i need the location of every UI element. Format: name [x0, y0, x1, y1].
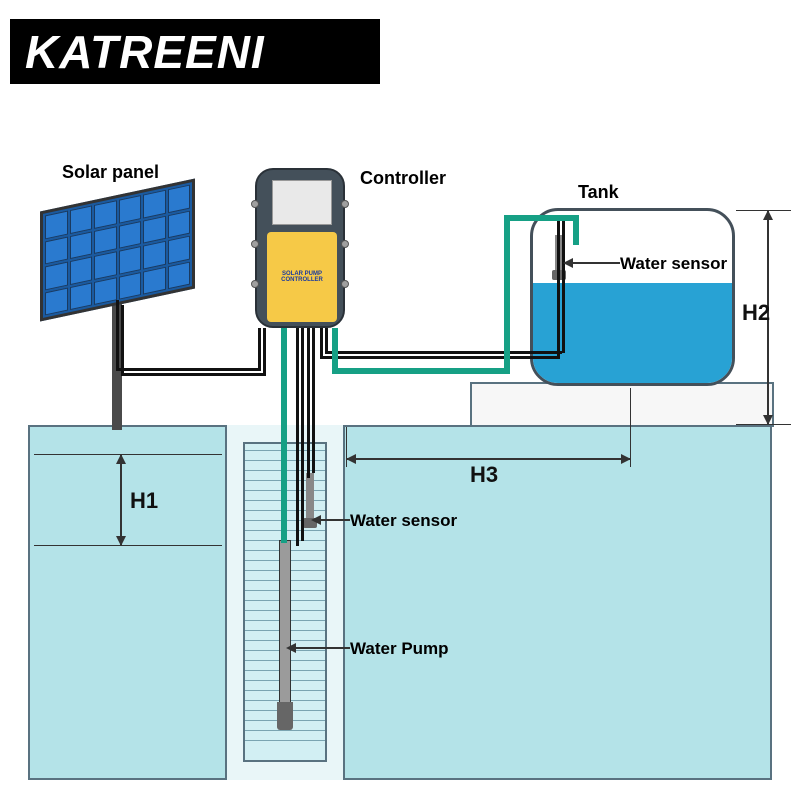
arrow-icon: [763, 210, 773, 220]
dim-h2-label: H2: [742, 300, 770, 326]
wire-well-sensor: [312, 328, 315, 473]
pipe-main: [504, 215, 579, 221]
label-tank: Tank: [578, 182, 619, 203]
wire-solar: [263, 328, 266, 376]
dim-h1-bot: [34, 545, 222, 546]
pump-cap: [277, 702, 293, 730]
wire-tank-sensor: [557, 220, 560, 358]
wire-tank-sensor: [320, 328, 323, 358]
label-solar-panel: Solar panel: [62, 162, 159, 183]
pipe-main: [281, 328, 287, 543]
brand-logo-text: KATREENI: [25, 25, 265, 79]
arrow-icon: [116, 454, 126, 464]
dim-h1-label: H1: [130, 488, 158, 514]
dim-h3-line: [346, 458, 631, 460]
brand-logo-bar: KATREENI: [10, 19, 380, 84]
wire-solar: [116, 368, 260, 371]
system-diagram: SOLAR PUMP CONTROLLER Solar panel Contro…: [0, 110, 800, 800]
wire-well-sensor: [307, 328, 310, 478]
arrow-icon: [621, 454, 631, 464]
arrow-icon: [311, 515, 321, 525]
bolt-icon: [251, 280, 259, 288]
wire-solar: [121, 305, 124, 375]
label-water-sensor-tank: Water sensor: [620, 254, 727, 274]
pipe-main: [504, 215, 510, 374]
arrow-icon: [563, 258, 573, 268]
bolt-icon: [251, 200, 259, 208]
pipe-main: [332, 328, 338, 374]
pipe-main: [332, 368, 510, 374]
arrow-icon: [286, 643, 296, 653]
wire-solar: [121, 373, 263, 376]
wire-pump: [301, 328, 304, 541]
label-water-pump: Water Pump: [350, 639, 449, 659]
controller-display: [272, 180, 332, 225]
arrow-icon: [763, 415, 773, 425]
arrow-icon: [116, 536, 126, 546]
dim-h1-top: [34, 454, 222, 455]
bolt-icon: [341, 240, 349, 248]
bolt-icon: [341, 200, 349, 208]
callout-line: [568, 262, 620, 264]
callout-line: [291, 647, 350, 649]
controller-sticker: SOLAR PUMP CONTROLLER: [267, 232, 337, 322]
label-controller: Controller: [360, 168, 446, 189]
well-water-sensor: [306, 473, 314, 518]
bolt-icon: [341, 280, 349, 288]
wire-solar: [116, 300, 119, 370]
wire-tank-sensor: [325, 328, 328, 353]
wire-tank-sensor: [325, 351, 562, 354]
wire-tank-sensor: [320, 356, 560, 359]
wire-solar: [258, 328, 261, 371]
dim-h3-label: H3: [470, 462, 498, 488]
label-water-sensor-well: Water sensor: [350, 511, 457, 531]
pump-body: [279, 540, 291, 710]
pipe-main: [573, 215, 579, 245]
bolt-icon: [251, 240, 259, 248]
wire-pump: [296, 328, 299, 546]
controller-unit: SOLAR PUMP CONTROLLER: [255, 168, 345, 328]
tank-platform: [470, 382, 774, 427]
dim-h1-line: [120, 454, 122, 546]
ground-water: [28, 425, 772, 780]
arrow-icon: [346, 454, 356, 464]
callout-line: [316, 519, 350, 521]
wire-tank-sensor: [562, 220, 565, 353]
